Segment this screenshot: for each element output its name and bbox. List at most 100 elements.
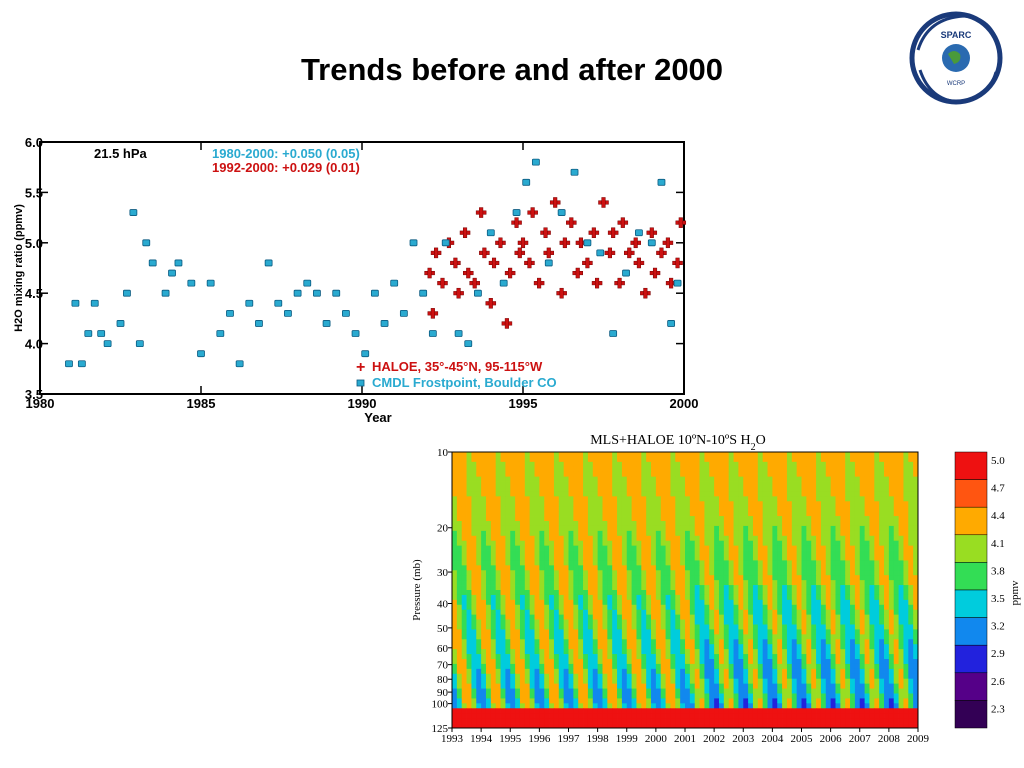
heatmap-cell [553,530,560,537]
heatmap-cell [840,594,846,601]
heatmap-cell [646,545,652,551]
heatmap-cell [718,555,725,561]
heatmap-cell [481,530,487,537]
heatmap-cell [660,530,666,537]
heatmap-cell [874,466,880,473]
heatmap-cell [466,683,472,689]
heatmap-cell [689,496,696,502]
heatmap-cell [675,614,681,620]
heatmap-cell [490,629,497,635]
heatmap-cell [597,471,603,478]
heatmap-cell [515,624,521,630]
heatmap-cell [524,461,531,468]
heatmap-cell [757,570,764,576]
heatmap-cell [519,540,526,547]
heatmap-cell [558,688,565,694]
heatmap-cell [854,580,861,586]
heatmap-cell [553,575,560,581]
heatmap-cell [757,673,764,680]
heatmap-cell [500,673,506,680]
heatmap-cell [524,609,531,616]
heatmap-cell [495,501,501,507]
heatmap-cell [655,688,662,694]
heatmap-cell [748,693,754,699]
heatmap-cell [607,471,613,478]
heatmap-cell [811,649,817,655]
heatmap-cell [651,496,657,502]
heatmap-cell [723,594,730,601]
heatmap-cell [539,570,545,576]
heatmap-cell [539,555,545,561]
heatmap-cell [714,516,720,522]
heatmap-cell [762,639,768,645]
heatmap-cell [500,461,506,468]
heatmap-cell [573,535,579,542]
heatmap-cell [801,693,807,699]
heatmap-cell [519,580,526,586]
heatmap-cell [529,590,535,596]
heatmap-cell [583,540,589,547]
heatmap-cell [587,530,594,537]
heatmap-cell [714,521,720,527]
heatmap-cell [801,668,807,675]
heatmap-cell [510,476,516,482]
heatmap-cell [553,535,560,542]
heatmap-cell [762,491,768,497]
heatmap-cell [757,649,764,655]
heatmap-cell [612,570,618,576]
heatmap-cell [913,609,919,616]
heatmap-cell [884,545,890,551]
heatmap-cell [568,471,574,478]
heatmap-cell [685,624,691,630]
heatmap-cell [811,496,817,502]
heatmap-cell [888,530,895,537]
heatmap-cell [898,540,904,547]
heatmap-cell [854,683,861,689]
heatmap-cell [782,496,788,502]
heatmap-cell [733,550,739,556]
heatmap-cell [621,535,628,542]
heatmap-cell [825,654,832,660]
heatmap-cell [772,639,778,645]
heatmap-cell [893,565,899,571]
heatmap-cell [850,481,856,487]
heatmap-cell [888,540,895,547]
heatmap-cell [801,624,807,630]
heatmap-cell [655,678,662,685]
heatmap-cell [898,452,904,458]
heatmap-cell [631,456,637,463]
heatmap-cell [694,491,700,497]
heatmap-cell [723,634,730,640]
heatmap-cell [612,545,618,551]
heatmap-cell [806,644,812,650]
heatmap-cell [515,535,521,542]
heatmap-cell [646,639,652,645]
heatmap-cell [801,688,807,694]
heatmap-cell [767,594,773,601]
heatmap-cell [718,545,725,551]
heatmap-cell [689,501,696,507]
heatmap-cell [452,481,458,487]
heatmap-cell [801,476,807,482]
heatmap-cell [680,461,686,468]
heatmap-cell [840,511,846,517]
heatmap-cell [524,540,531,547]
heatmap-cell [568,693,574,699]
heatmap-cell [874,614,880,620]
heatmap-cell [772,668,778,675]
heatmap-cell [913,511,919,517]
heatmap-cell [607,481,613,487]
heatmap-cell [884,466,890,473]
heatmap-cell [534,466,540,473]
heatmap-cell [694,461,700,468]
heatmap-cell [903,521,909,527]
heatmap-cell [728,634,734,640]
heatmap-cell [597,516,603,522]
heatmap-cell [879,486,885,492]
cmdl-point [161,289,170,297]
heatmap-cell [806,476,812,482]
heatmap-cell [879,693,885,699]
heatmap-cell [665,599,671,606]
heatmap-cell [859,663,865,670]
heatmap-cell [738,506,744,512]
